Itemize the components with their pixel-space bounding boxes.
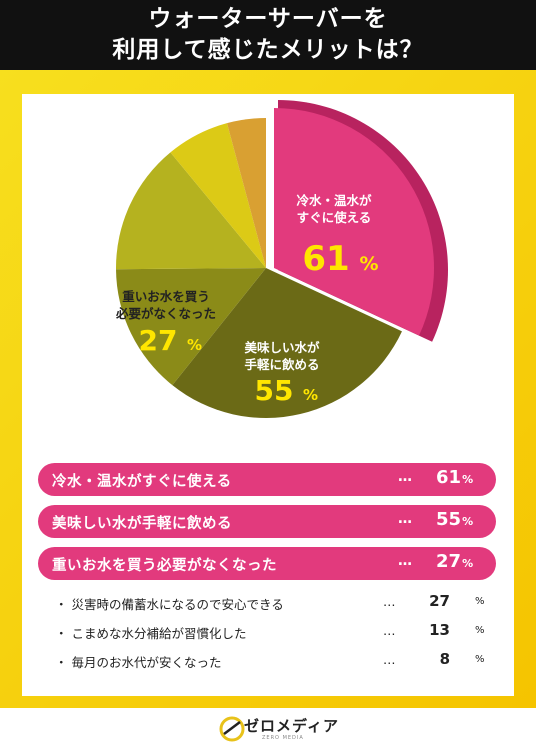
ranking-pill-label: 冷水・温水がすぐに使える xyxy=(52,474,232,490)
pie-chart: 冷水・温水がすぐに使える 61 % 美味しい水が手軽に飲める 55 % 重いお水を買う必要が… xyxy=(115,100,448,419)
logo-text: ゼロメディア xyxy=(244,717,339,735)
pie-slice-label: 美味しい水が xyxy=(244,340,320,355)
ranking-pill-value: 55% xyxy=(436,509,474,530)
ranking-row-value: 27 xyxy=(429,592,450,610)
ranking-row-5: ・ こまめな水分補給が習慣化した … 13 % xyxy=(55,621,495,643)
ranking-dots: … xyxy=(383,594,396,609)
pie-slice-2 xyxy=(172,268,402,419)
ranking-row-label: ・ 毎月のお水代が安くなった xyxy=(55,655,222,670)
ranking-row-value: 8 xyxy=(439,650,450,668)
pie-slice-5 xyxy=(170,123,266,268)
zero-media-logo-icon xyxy=(219,716,245,742)
ranking-row-value: 13 xyxy=(429,621,450,639)
pie-slice-label: すぐに使える xyxy=(297,210,372,225)
pie-slice-4 xyxy=(116,152,266,270)
pie-slice-3 xyxy=(116,268,267,386)
ranking-row-unit: % xyxy=(475,625,485,636)
pie-slice-label: 冷水・温水が xyxy=(296,193,372,208)
pie-slice-label: 手軽に飲める xyxy=(244,357,319,372)
ranking-row-4: ・ 災害時の備蓄水になるので安心できる … 27 % xyxy=(55,592,495,614)
pie-slice-label: 重いお水を買う xyxy=(122,289,210,304)
logo-subtext: ZERO MEDIA xyxy=(262,735,304,741)
footer xyxy=(0,708,536,750)
ranking-pill-label: 重いお水を買う必要がなくなった xyxy=(52,558,277,574)
pie-slice-1 xyxy=(274,108,435,336)
ranking-pill-label: 美味しい水が手軽に飲める xyxy=(52,516,232,532)
ranking-row-6: ・ 毎月のお水代が安くなった … 8 % xyxy=(55,650,495,672)
pie-slice-6 xyxy=(226,118,266,268)
pie-slice-value: 27 xyxy=(139,324,178,357)
ranking-pill-value: 61% xyxy=(436,467,474,488)
ranking-row-unit: % xyxy=(475,654,485,665)
pie-slice-unit: % xyxy=(360,253,379,275)
ranking-row-unit: % xyxy=(475,596,485,607)
ranking-dots: … xyxy=(383,623,396,638)
ranking-dots: … xyxy=(398,553,412,569)
ranking-dots: … xyxy=(398,469,412,485)
pie-slice-value: 61 xyxy=(302,239,349,279)
ranking-row-label: ・ こまめな水分補給が習慣化した xyxy=(55,626,247,641)
ranking-dots: … xyxy=(383,652,396,667)
pie-slice-unit: % xyxy=(303,386,318,404)
pie-slice-value: 55 xyxy=(255,374,294,407)
ranking-row-label: ・ 災害時の備蓄水になるので安心できる xyxy=(55,597,284,612)
ranking-pill-1: 冷水・温水がすぐに使える … 61% xyxy=(38,463,496,496)
pie-slice-label: 必要がなくなった xyxy=(115,306,216,321)
title-line-1: ウォーターサーバーを xyxy=(148,6,388,32)
title-band: ウォーターサーバーを 利用して感じたメリットは？ xyxy=(0,0,536,70)
ranking-pill-3: 重いお水を買う必要がなくなった … 27% xyxy=(38,547,496,580)
ranking-dots: … xyxy=(398,511,412,527)
ranking-pill-2: 美味しい水が手軽に飲める … 55% xyxy=(38,505,496,538)
pie-slice-unit: % xyxy=(187,336,202,354)
ranking-pill-value: 27% xyxy=(436,551,474,572)
title-line-2: 利用して感じたメリットは？ xyxy=(112,37,424,63)
